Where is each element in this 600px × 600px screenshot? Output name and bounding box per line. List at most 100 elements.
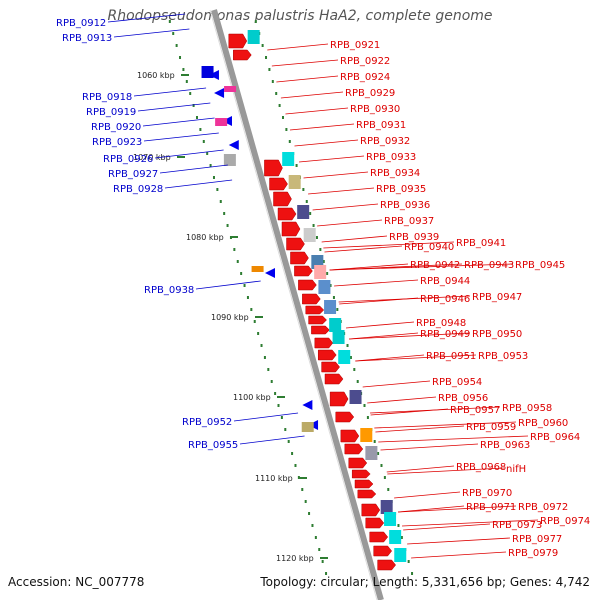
gene-label-right: RPB_0940 xyxy=(404,242,454,253)
gene-leader-line xyxy=(362,380,431,388)
gene-leader-line xyxy=(394,491,461,499)
gene-leader-line xyxy=(370,406,501,414)
gene-leader-line xyxy=(349,332,471,340)
tick-mark xyxy=(268,68,271,71)
gene-arrow xyxy=(286,237,305,251)
gene-arrow xyxy=(314,337,334,349)
gene-leader-line xyxy=(159,164,228,174)
gene-leader-line xyxy=(355,354,425,362)
gene-arrow xyxy=(311,325,330,335)
gene-label-left: RPB_0927 xyxy=(108,169,158,180)
cog-box xyxy=(247,30,260,44)
gene-label-right: RPB_0954 xyxy=(432,377,482,388)
tick-mark xyxy=(288,140,291,143)
gene-leader-line xyxy=(164,179,233,189)
tick-mark xyxy=(199,128,202,131)
genome-title: Rhodopseudomonas palustris HaA2, complet… xyxy=(107,8,493,24)
tick-mark xyxy=(254,20,257,23)
gene-label-right: RPB_0960 xyxy=(518,418,568,429)
gene-arrow xyxy=(294,265,313,277)
gene-leader-line xyxy=(403,523,491,531)
tick-mark xyxy=(275,92,278,95)
gene-leader-line xyxy=(387,467,505,475)
gene-arrow xyxy=(317,349,337,361)
tick-mark xyxy=(377,452,380,455)
gene-arrow xyxy=(281,221,301,237)
gene-arrow xyxy=(335,411,355,423)
gene-label-right: RPB_0922 xyxy=(340,56,390,67)
tick-mark xyxy=(206,152,209,155)
gene-label-left: RPB_0952 xyxy=(182,417,232,428)
gene-leader-line xyxy=(338,295,471,303)
gene-label-right: RPB_0941 xyxy=(456,238,506,249)
tick-mark xyxy=(192,104,195,107)
gene-arrow xyxy=(308,315,327,325)
tick-mark xyxy=(363,404,366,407)
gene-label-right: RPB_0977 xyxy=(512,534,562,545)
gene-arrow-reverse xyxy=(302,400,313,410)
gene-label-right: RPB_0964 xyxy=(530,432,580,443)
gene-leader-line xyxy=(398,505,465,513)
gene-arrow xyxy=(373,545,393,557)
gene-leader-line xyxy=(323,241,455,249)
tick-mark xyxy=(297,476,300,479)
cog-box xyxy=(394,548,407,562)
gene-block xyxy=(251,266,264,272)
tick-mark xyxy=(250,308,253,311)
gene-label-right: RPB_0956 xyxy=(438,393,488,404)
tick-mark xyxy=(223,212,226,215)
gene-arrow xyxy=(329,391,349,407)
gene-arrow xyxy=(298,279,317,291)
gene-arrow xyxy=(361,503,381,517)
tick-mark xyxy=(321,560,324,563)
cog-box xyxy=(332,330,345,344)
gene-leader-line xyxy=(107,13,186,23)
gene-block xyxy=(201,66,214,78)
gene-leader-line xyxy=(308,187,375,195)
cog-box xyxy=(288,175,301,189)
gene-leader-line xyxy=(324,245,403,253)
cog-box xyxy=(324,300,337,314)
tick-mark xyxy=(212,176,215,179)
gene-leader-line xyxy=(398,505,517,513)
gene-leader-line xyxy=(329,263,514,271)
gene-leader-line xyxy=(133,87,207,97)
tick-mark xyxy=(319,248,322,251)
gene-leader-line xyxy=(285,107,349,115)
gene-label-left: RPB_0923 xyxy=(92,137,142,148)
gene-arrow xyxy=(369,531,389,543)
axis-tick-label: 1090 kbp xyxy=(211,313,249,322)
gene-leader-line xyxy=(195,280,261,290)
gene-arrow xyxy=(264,159,283,177)
gene-leader-line xyxy=(143,132,219,142)
tick-mark xyxy=(281,116,284,119)
gene-label-right: RPB_0979 xyxy=(508,548,558,559)
gene-label-left: RPB_0955 xyxy=(188,440,238,451)
tick-mark xyxy=(383,476,386,479)
gene-label-left: RPB_0938 xyxy=(144,285,194,296)
tick-mark xyxy=(202,140,205,143)
gene-arrow xyxy=(344,443,364,455)
tick-mark xyxy=(233,248,236,251)
tick-mark xyxy=(380,464,383,467)
tick-mark xyxy=(284,428,287,431)
tick-mark xyxy=(219,200,222,203)
tick-mark xyxy=(302,188,305,191)
cog-box xyxy=(282,152,295,166)
axis-tick-label: 1100 kbp xyxy=(233,393,271,402)
gene-leader-line xyxy=(349,332,419,340)
gene-leader-line xyxy=(154,149,224,159)
gene-arrow xyxy=(290,251,309,265)
tick-mark xyxy=(172,32,175,35)
cog-box xyxy=(349,390,362,404)
tick-mark xyxy=(346,344,349,347)
cog-box xyxy=(389,530,402,544)
tick-mark xyxy=(291,452,294,455)
gene-label-right: RPB_0945 xyxy=(515,260,565,271)
gene-arrow xyxy=(340,429,360,443)
tick-mark xyxy=(314,536,317,539)
gene-label-right: RPB_0973 xyxy=(492,520,542,531)
gene-leader-line xyxy=(411,551,507,559)
genome-summary-text: Topology: circular; Length: 5,331,656 bp… xyxy=(260,575,590,589)
